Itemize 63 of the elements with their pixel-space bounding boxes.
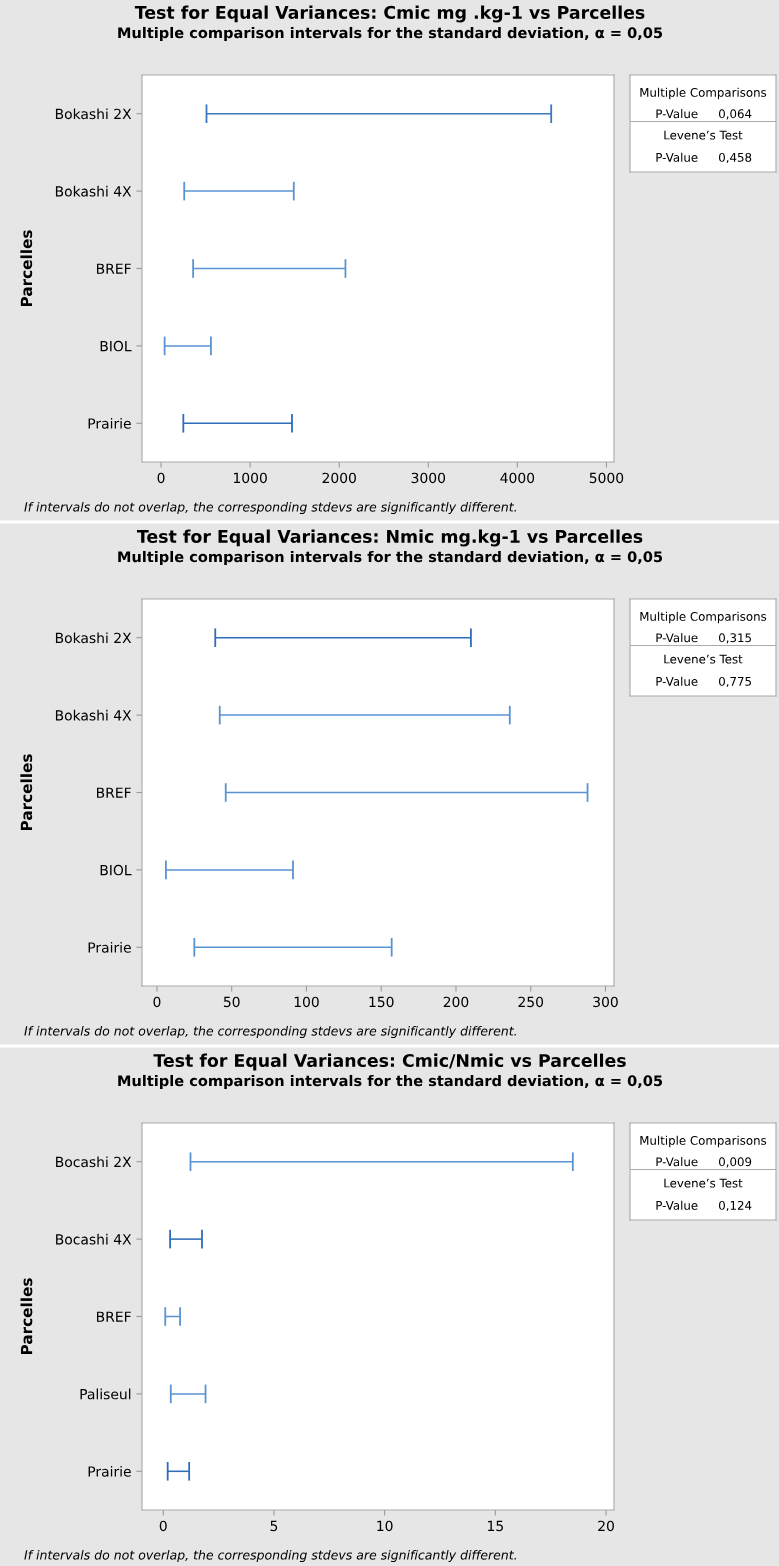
x-tick-label: 0 — [157, 472, 165, 484]
chart-subtitle: Multiple comparison intervals for the standard deviation, α = 0,05 — [118, 1074, 663, 1090]
x-tick-label: 20 — [598, 1520, 614, 1532]
y-tick-label: BREF — [97, 1311, 131, 1322]
y-tick-label: Prairie — [88, 942, 131, 953]
y-tick-label: Bokashi 2X — [55, 108, 132, 120]
y-axis-title: Parcelles — [20, 230, 33, 307]
x-tick-label: 300 — [593, 996, 618, 1008]
text: Levene’s Test — [664, 1178, 743, 1188]
text: If intervals do not overlap, the corresponding stdevs are significantly different. — [24, 501, 516, 515]
y-tick-label: BIOL — [100, 340, 132, 352]
chart-title: Test for Equal Variances: Cmic/Nmic vs Parcelles — [153, 1053, 626, 1071]
x-tick-label: 0 — [153, 996, 161, 1008]
text: Levene’s Test — [664, 654, 743, 664]
text: If intervals do not overlap, the corresponding stdevs are significantly different. — [24, 1549, 516, 1563]
y-tick-label: Paliseul — [80, 1388, 131, 1400]
x-tick-label: 100 — [294, 996, 319, 1008]
x-tick-label: 4000 — [500, 472, 535, 484]
chart-subtitle: Multiple comparison intervals for the standard deviation, α = 0,05 — [118, 550, 663, 566]
text: If intervals do not overlap, the corresponding stdevs are significantly different. — [24, 1025, 516, 1039]
chart-title: Test for Equal Variances: Nmic mg.kg-1 vs Parcelles — [136, 529, 643, 547]
y-tick-label: Bokashi 4X — [55, 709, 132, 721]
y-axis-title: Parcelles — [20, 1278, 33, 1355]
text: P-Value — [656, 1157, 698, 1167]
text: P-Value — [656, 1200, 698, 1210]
x-tick-label: 5000 — [589, 472, 624, 484]
text: Levene’s Test — [664, 130, 743, 140]
x-tick-label: 3000 — [411, 472, 446, 484]
y-tick-label: BREF — [97, 263, 131, 274]
y-tick-label: Bocashi 2X — [56, 1156, 132, 1168]
y-tick-label: Bocashi 4X — [56, 1233, 132, 1245]
x-tick-label: 2000 — [322, 472, 356, 484]
text: Multiple Comparisons — [640, 87, 767, 100]
text: 0,064 — [719, 109, 752, 120]
text: P-Value — [656, 676, 698, 686]
x-tick-label: 15 — [488, 1520, 503, 1532]
chart-title: Test for Equal Variances: Cmic mg .kg-1 vs Parcelles — [134, 5, 645, 23]
text: 0,124 — [719, 1200, 752, 1212]
x-tick-label: 50 — [223, 996, 240, 1008]
chart-subtitle: Multiple comparison intervals for the standard deviation, α = 0,05 — [118, 26, 663, 42]
y-tick-label: BIOL — [100, 864, 132, 876]
x-tick-label: 10 — [377, 1520, 393, 1532]
x-tick-label: 1000 — [233, 472, 267, 484]
text: P-Value — [656, 109, 698, 119]
x-tick-label: 0 — [159, 1520, 167, 1532]
y-tick-label: BREF — [97, 787, 131, 798]
text: Multiple Comparisons — [640, 611, 767, 624]
text: 0,458 — [719, 152, 752, 164]
y-axis-title: Parcelles — [20, 754, 33, 831]
text: P-Value — [656, 152, 698, 162]
y-tick-label: Prairie — [88, 1466, 131, 1477]
text: 0,315 — [719, 633, 751, 644]
y-tick-label: Bokashi 2X — [55, 632, 132, 644]
x-tick-label: 200 — [443, 996, 469, 1008]
y-tick-label: Bokashi 4X — [55, 185, 132, 197]
text: 0,009 — [719, 1157, 752, 1168]
x-tick-label: 150 — [369, 996, 394, 1008]
text: P-Value — [656, 633, 698, 643]
text: 0,775 — [719, 676, 751, 688]
x-tick-label: 250 — [518, 996, 544, 1008]
x-tick-label: 5 — [270, 1520, 278, 1532]
text: Multiple Comparisons — [640, 1135, 767, 1148]
y-tick-label: Prairie — [88, 418, 131, 429]
